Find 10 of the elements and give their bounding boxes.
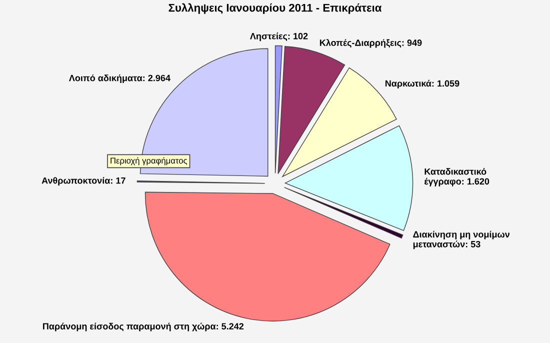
slice-label: Διακίνηση μη νομίμων μεταναστών: 53 [413, 230, 510, 250]
slice-label: Ναρκωτικά: 1.059 [385, 80, 460, 88]
slice-label: Παράνομη είσοδος παραμονή στη χώρα: 5.242 [43, 322, 244, 332]
chart-title: Συλληψεις Ιανουαρίου 2011 - Επικράτεια [168, 3, 382, 14]
slice-label: Κλοπές-Διαρρήξεις: 949 [320, 39, 422, 48]
text: Περιοχή γραφήματος [110, 157, 188, 166]
slice-label: Ανθρωποκτονία: 17 [42, 177, 126, 186]
slice-label: Ληστείες: 102 [250, 32, 308, 42]
slice-label: Λοιπό αδικήματα: 2.964 [68, 74, 170, 83]
slice-label: Καταδικαστικό έγγραφο: 1.620 [424, 168, 490, 186]
